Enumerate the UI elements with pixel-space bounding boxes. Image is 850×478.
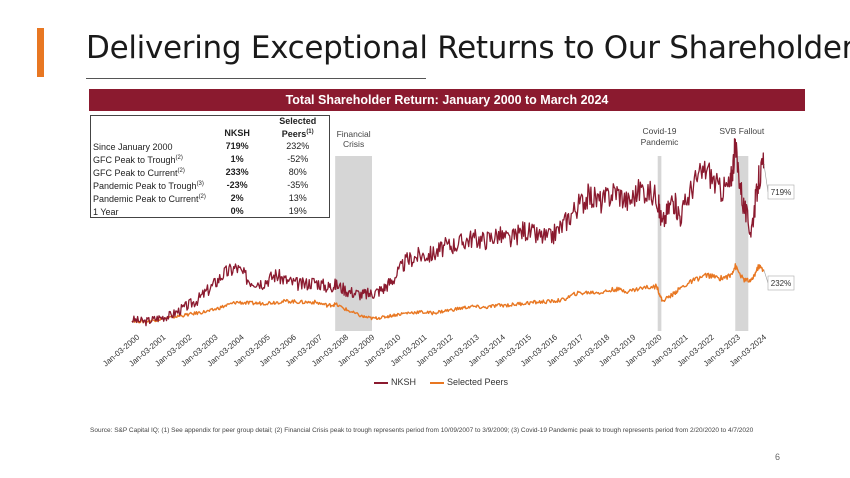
series-line-peers	[131, 263, 765, 324]
row-label: Pandemic Peak to Trough(3)	[91, 179, 208, 192]
row-label-text: GFC Peak to Trough	[93, 155, 176, 165]
title-divider	[86, 78, 426, 79]
row-footnote: (2)	[198, 194, 206, 200]
end-label-nksh: 719%	[771, 188, 791, 197]
table-row: Since January 2000 719% 232%	[91, 140, 329, 153]
row-label: Since January 2000	[91, 140, 208, 153]
end-label-leader	[763, 164, 769, 193]
end-label-box	[767, 184, 795, 200]
row-label-text: Since January 2000	[93, 142, 173, 152]
nksh-header: NKSH	[224, 128, 250, 138]
series-line-nksh	[131, 138, 765, 327]
row-label-text: Pandemic Peak to Trough	[93, 181, 197, 191]
chart-legend: NKSH Selected Peers	[374, 377, 508, 387]
table-row: GFC Peak to Current(2) 233% 80%	[91, 166, 329, 179]
peers-header-line1: Selected	[279, 116, 317, 126]
nksh-value: 0%	[230, 206, 244, 216]
annotation-label: Covid-19	[643, 126, 677, 136]
legend-item-peers: Selected Peers	[430, 377, 508, 387]
row-footnote: (2)	[177, 168, 185, 174]
table-row: 1 Year 0% 19%	[91, 205, 329, 218]
page-number: 6	[775, 452, 781, 462]
returns-table: Selected NKSH Peers(1) Since January 200…	[90, 115, 330, 218]
row-footnote: (2)	[175, 155, 183, 161]
legend-swatch-peers	[430, 381, 445, 384]
row-label: GFC Peak to Trough(2)	[91, 153, 208, 166]
legend-label-nksh: NKSH	[391, 377, 417, 387]
row-label-text: 1 Year	[93, 207, 119, 217]
annotation-label-line2: Pandemic	[641, 137, 680, 147]
annotation-label-line2: Crisis	[343, 139, 364, 149]
title-accent-bar	[37, 28, 44, 77]
table-header-row: Selected	[91, 116, 329, 127]
table-row: GFC Peak to Trough(2) 1% -52%	[91, 153, 329, 166]
peers-value: 13%	[288, 193, 307, 203]
table-header-row: NKSH Peers(1)	[91, 127, 329, 140]
annotation-label: SVB Fallout	[719, 126, 765, 136]
chart-banner: Total Shareholder Return: January 2000 t…	[89, 89, 805, 111]
row-footnote: (3)	[196, 181, 204, 187]
nksh-value: 719%	[225, 141, 249, 151]
nksh-value: -23%	[226, 180, 248, 190]
row-label: GFC Peak to Current(2)	[91, 166, 208, 179]
row-label-text: GFC Peak to Current	[93, 168, 178, 178]
peers-value: -35%	[287, 180, 309, 190]
page-title: Delivering Exceptional Returns to Our Sh…	[86, 30, 850, 66]
legend-item-nksh: NKSH	[374, 377, 416, 387]
peers-header-footnote: (1)	[306, 129, 314, 135]
legend-swatch-nksh	[374, 381, 388, 384]
peers-value: 232%	[286, 141, 310, 151]
row-label: Pandemic Peak to Current(2)	[91, 192, 208, 205]
legend-label-peers: Selected Peers	[447, 377, 509, 387]
annotation-label: Financial	[337, 129, 371, 139]
nksh-value: 2%	[230, 193, 244, 203]
peers-value: 80%	[288, 167, 307, 177]
source-footnote: Source: S&P Capital IQ; (1) See appendix…	[90, 427, 754, 434]
end-label-peers: 232%	[771, 279, 791, 288]
end-label-leader	[763, 270, 769, 284]
shaded-period	[657, 156, 662, 331]
peers-header-line2: Peers(1)	[266, 127, 329, 140]
row-label: 1 Year	[91, 205, 208, 218]
shaded-period	[735, 156, 749, 331]
row-label-text: Pandemic Peak to Current	[93, 194, 199, 204]
end-label-box	[767, 275, 795, 291]
shaded-period	[335, 156, 373, 331]
table-row: Pandemic Peak to Current(2) 2% 13%	[91, 192, 329, 205]
peers-value: 19%	[288, 206, 307, 216]
peers-header-text: Peers	[281, 129, 307, 139]
peers-value: -52%	[287, 154, 309, 164]
nksh-value: 233%	[225, 167, 249, 177]
nksh-value: 1%	[230, 154, 244, 164]
table-row: Pandemic Peak to Trough(3) -23% -35%	[91, 179, 329, 192]
